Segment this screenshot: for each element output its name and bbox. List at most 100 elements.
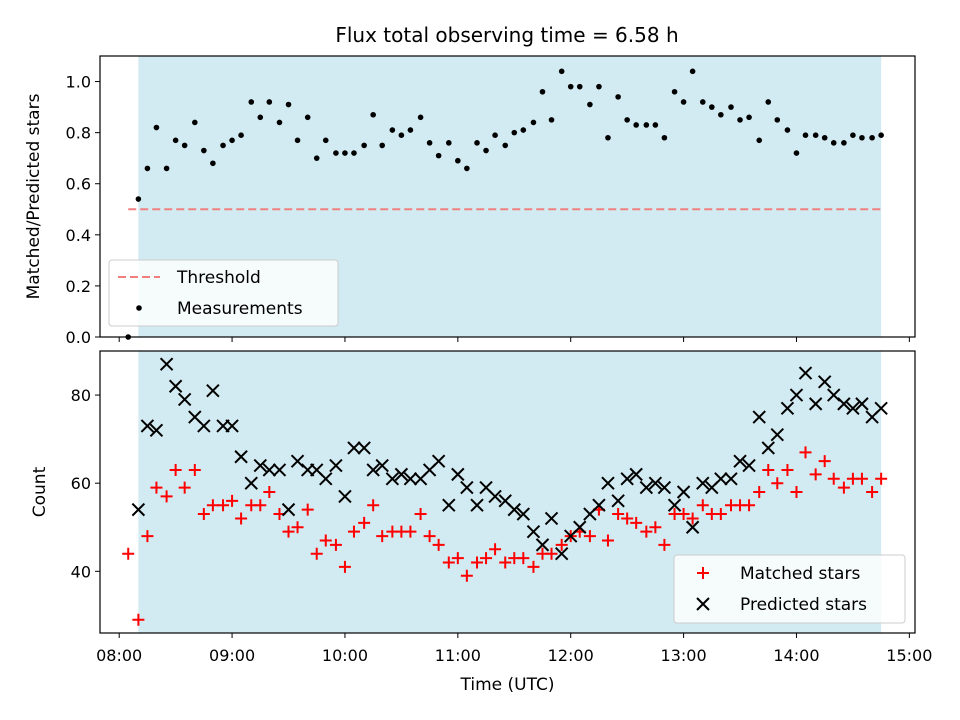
measurement-point <box>351 150 357 156</box>
predicted-star-point <box>244 476 258 490</box>
legend-matched-swatch <box>697 567 709 579</box>
measurement-point <box>257 114 264 121</box>
matched-star-point <box>347 525 360 538</box>
predicted-star-point <box>385 472 400 486</box>
measurement-point <box>361 142 367 149</box>
predicted-star-point <box>535 538 550 552</box>
predicted-star-point <box>544 511 559 526</box>
matched-star-point <box>197 508 210 521</box>
matched-star-point <box>762 463 775 476</box>
matched-star-point <box>160 490 173 503</box>
measurement-point <box>407 127 414 133</box>
ratio-y-ticks: 0.0 0.2 0.4 0.6 0.8 1.0 <box>66 73 100 347</box>
measurement-point <box>737 117 743 123</box>
matched-star-point <box>132 613 145 626</box>
measurement-point <box>878 132 884 138</box>
measurement-point <box>576 83 583 90</box>
measurement-point <box>220 142 226 149</box>
matched-star-point <box>178 481 191 494</box>
measurement-point <box>417 114 424 121</box>
count-y-ticks: 40 60 80 <box>71 386 100 581</box>
matched-star-point <box>621 512 634 525</box>
predicted-star-point <box>366 463 380 477</box>
matched-star-point <box>310 547 323 560</box>
measurement-point <box>333 150 339 156</box>
measurement-point <box>558 68 565 75</box>
measurement-point <box>304 114 311 121</box>
predicted-star-point <box>159 357 174 371</box>
measurement-point <box>746 114 752 121</box>
matched-star-point <box>781 463 794 476</box>
predicted-star-point <box>837 397 851 411</box>
matched-star-point <box>460 569 473 582</box>
matched-star-point <box>226 494 239 507</box>
matched-star-point <box>282 525 295 538</box>
measurement-point <box>201 147 207 154</box>
legend-matched-label: Matched stars <box>740 564 860 584</box>
count-y-tick-label: 60 <box>71 474 91 493</box>
predicted-star-point <box>206 383 220 398</box>
predicted-star-point <box>696 476 710 490</box>
measurement-point <box>455 157 461 164</box>
predicted-star-point <box>234 450 248 464</box>
count-x-ticks: 08:00 09:00 10:00 11:00 12:00 13:00 14:00 15:00 <box>96 633 932 665</box>
matched-star-point <box>254 499 267 512</box>
predicted-star-point <box>676 485 691 499</box>
predicted-star-point <box>272 463 287 477</box>
legend-measurement-swatch <box>136 305 142 311</box>
matched-star-point <box>206 499 219 512</box>
matched-star-point <box>818 455 831 468</box>
matched-star-point <box>301 503 314 516</box>
matched-star-point <box>319 534 332 547</box>
matched-star-point <box>367 499 380 512</box>
measurement-point <box>784 127 791 133</box>
matched-star-point <box>414 508 427 521</box>
measurement-point <box>718 111 724 118</box>
ratio-axes-frame <box>99 55 916 338</box>
measurement-point <box>474 140 480 146</box>
measurement-point <box>624 117 630 123</box>
measurement-point <box>596 83 602 90</box>
predicted-star-point <box>516 507 531 521</box>
measurement-point <box>248 99 255 105</box>
predicted-star-point <box>394 467 409 482</box>
measurement-point <box>652 122 659 128</box>
matched-star-point <box>658 538 671 551</box>
matched-star-point <box>855 472 868 485</box>
predicted-star-point <box>149 423 164 438</box>
predicted-star-point <box>451 467 465 482</box>
measurement-point <box>294 137 301 144</box>
count-legend-box <box>673 554 906 624</box>
matched-star-point <box>432 538 445 551</box>
measurement-point <box>689 68 696 75</box>
measurement-point <box>464 165 470 172</box>
predicted-star-point <box>488 489 502 504</box>
predicted-star-point <box>639 480 654 495</box>
measurement-point <box>210 160 216 167</box>
measurement-point <box>502 142 509 149</box>
measurement-point <box>774 117 781 123</box>
measurement-point <box>830 140 837 146</box>
predicted-star-point <box>752 410 766 424</box>
predicted-star-point <box>770 428 784 442</box>
measurement-point <box>859 134 865 141</box>
measurement-point <box>238 132 244 138</box>
measurement-point <box>389 127 396 133</box>
matched-star-point <box>771 477 784 490</box>
measurement-point <box>435 152 442 159</box>
matched-star-point <box>122 547 135 560</box>
matched-star-point <box>329 538 342 551</box>
matched-star-point <box>517 552 530 565</box>
predicted-star-point <box>357 441 371 455</box>
predicted-star-point <box>808 397 823 411</box>
measurement-point <box>379 142 386 149</box>
measurement-point <box>802 132 809 138</box>
matched-star-point <box>150 481 163 494</box>
predicted-star-point <box>375 458 389 473</box>
matched-star-point <box>217 499 230 512</box>
x-axis-label: Time (UTC) <box>460 675 555 695</box>
ratio-y-tick-label: 0.0 <box>66 328 91 347</box>
predicted-star-point <box>329 458 343 473</box>
matched-star-point <box>471 556 484 569</box>
measurement-point <box>370 111 376 118</box>
